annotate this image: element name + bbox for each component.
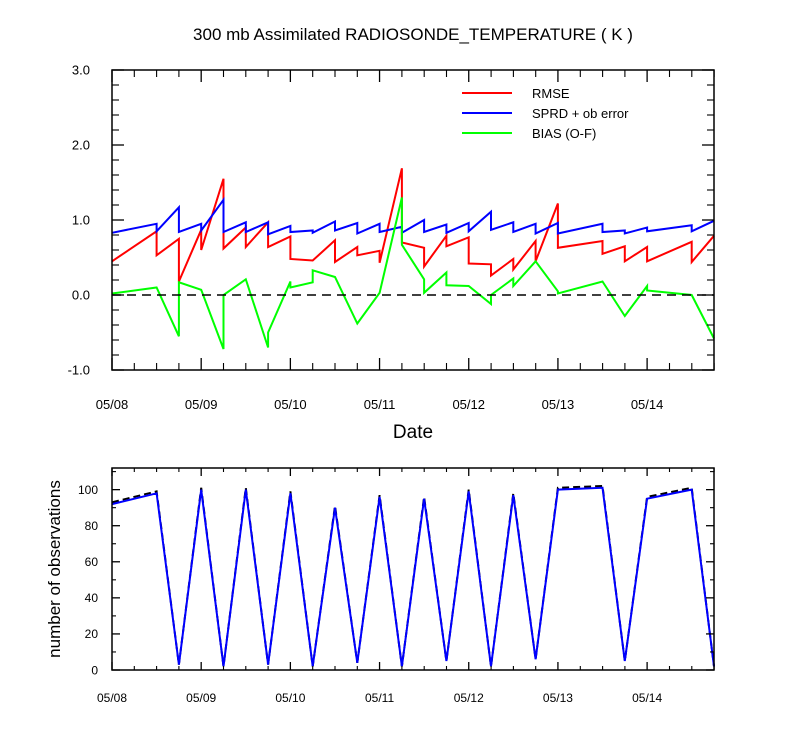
top-x-tick-label: 05/13	[542, 397, 575, 412]
legend-label-2: SPRD + ob error	[532, 106, 629, 121]
top-tick-group: 05/08 05/09 05/10 05/11 05/12 05/13 05/14 -1.0 0…	[68, 63, 715, 412]
chart-title: 300 mb Assimilated RADIOSONDE_TEMPERATUR…	[193, 25, 633, 44]
bottom-x-tick-label: 05/14	[632, 691, 662, 705]
legend-label-3: BIAS (O-F)	[532, 126, 596, 141]
top-x-tick-label: 05/14	[631, 397, 664, 412]
top-y-tick-label: 3.0	[72, 63, 90, 78]
x-axis-label: Date	[393, 422, 433, 443]
top-series-group	[111, 168, 715, 350]
bottom-y-tick-label: 80	[85, 519, 99, 533]
top-chart: 05/08 05/09 05/10 05/11 05/12 05/13 05/14 -1.0 0…	[68, 63, 715, 443]
bottom-series-observations-used	[111, 486, 715, 667]
top-series-bias-o-f	[111, 197, 715, 350]
bottom-y-tick-label: 20	[85, 627, 99, 641]
bottom-y-tick-label: 0	[91, 663, 98, 677]
bottom-y-tick-label: 40	[85, 591, 99, 605]
legend: RMSE SPRD + ob error BIAS (O-F)	[462, 86, 629, 141]
top-y-tick-label: 1.0	[72, 213, 90, 228]
bottom-x-tick-label: 05/08	[97, 691, 127, 705]
bottom-plot-frame	[111, 467, 715, 671]
legend-label-1: RMSE	[532, 86, 570, 101]
bottom-y-tick-label: 60	[85, 555, 99, 569]
bottom-y-tick-label: 100	[78, 483, 98, 497]
bottom-x-tick-label: 05/13	[543, 691, 573, 705]
bottom-x-tick-label: 05/09	[186, 691, 216, 705]
top-series-sprd-ob-error	[111, 196, 715, 236]
top-y-tick-label: -1.0	[68, 363, 90, 378]
y-axis-label: number of observations	[45, 480, 64, 658]
top-x-tick-label: 05/10	[274, 397, 307, 412]
top-y-tick-label: 0.0	[72, 288, 90, 303]
bottom-x-tick-label: 05/11	[365, 691, 394, 705]
bottom-tick-group: 05/08 05/09 05/10 05/11 05/12 05/13 05/14 0 20 40…	[78, 468, 715, 705]
top-series-rmse	[111, 168, 715, 282]
top-x-tick-label: 05/12	[452, 397, 485, 412]
top-x-tick-label: 05/08	[96, 397, 129, 412]
top-x-tick-label: 05/09	[185, 397, 218, 412]
bottom-chart: 05/08 05/09 05/10 05/11 05/12 05/13 05/14 0 20 40…	[45, 467, 715, 705]
top-x-tick-label: 05/11	[364, 397, 396, 412]
bottom-series-group	[111, 484, 715, 667]
top-y-tick-label: 2.0	[72, 138, 90, 153]
bottom-x-tick-label: 05/12	[454, 691, 484, 705]
bottom-x-tick-label: 05/10	[275, 691, 305, 705]
